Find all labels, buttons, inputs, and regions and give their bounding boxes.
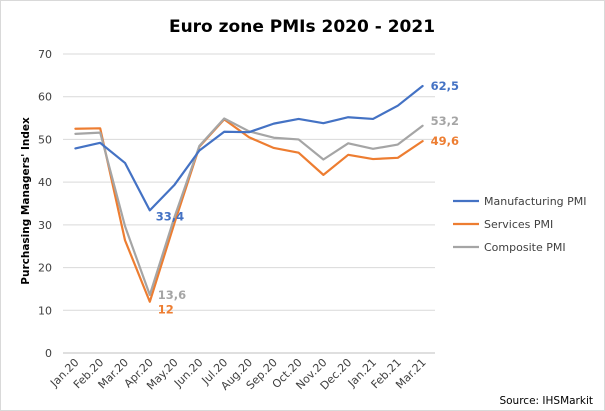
series-line-manufacturing-pmi — [74, 84, 424, 212]
data-labels: 33,4 62,5 12 49,6 13,6 53,2 — [156, 79, 459, 317]
data-label: 13,6 — [158, 288, 186, 302]
data-label: 53,2 — [431, 114, 459, 128]
y-tick-label: 60 — [38, 91, 52, 104]
source-note: Source: IHSMarkit — [499, 395, 593, 407]
y-axis-label: Purchasing Managers' Index — [20, 117, 32, 285]
y-axis-ticks: 0 10 20 30 40 50 60 70 — [38, 48, 52, 360]
legend-label: Composite PMI — [484, 241, 566, 254]
legend-label: Manufacturing PMI — [484, 195, 587, 208]
chart-title: Euro zone PMIs 2020 - 2021 — [169, 17, 435, 37]
series-line-services-pmi — [74, 118, 424, 303]
y-tick-label: 40 — [38, 176, 52, 189]
y-tick-label: 70 — [38, 48, 52, 61]
series-lines — [74, 84, 424, 303]
y-tick-label: 30 — [38, 219, 52, 232]
legend-label: Services PMI — [484, 218, 553, 231]
data-label: 62,5 — [431, 79, 459, 93]
x-axis-ticks: Jan.20Feb.20Mar.20Apr.20May.20Jun.20Jul.… — [47, 356, 428, 393]
series-line-composite-pmi — [74, 117, 424, 297]
y-tick-label: 50 — [38, 133, 52, 146]
data-label: 12 — [158, 303, 174, 317]
y-tick-label: 10 — [38, 304, 52, 317]
data-label: 49,6 — [431, 134, 459, 148]
legend: Manufacturing PMI Services PMI Composite P… — [453, 195, 587, 254]
y-tick-label: 20 — [38, 262, 52, 275]
y-tick-label: 0 — [45, 347, 52, 360]
data-label: 33,4 — [156, 209, 184, 223]
